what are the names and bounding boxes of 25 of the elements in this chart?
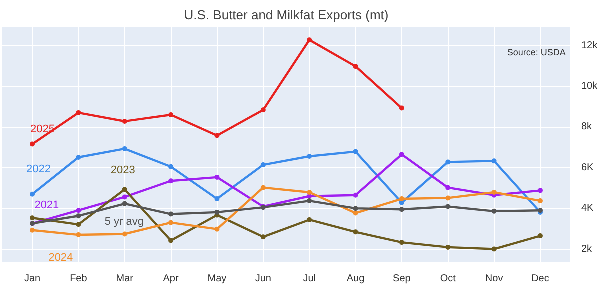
y-tick-label: 2k	[582, 244, 594, 255]
y-tick-label: 8k	[582, 122, 594, 133]
chart-title: U.S. Butter and Milkfat Exports (mt)	[184, 8, 389, 22]
series-label: 2021	[34, 200, 60, 212]
x-tick-label: Jan	[24, 274, 41, 284]
x-tick-label: Jun	[255, 274, 272, 284]
series-label: 2023	[110, 164, 136, 177]
series-label: 5 yr avg	[104, 216, 144, 228]
series-label: 2022	[26, 163, 51, 176]
x-tick-label: Jul	[303, 274, 316, 284]
y-tick-label: 4K	[582, 203, 594, 214]
x-tick-label: Nov	[485, 274, 504, 284]
y-tick-label: 6K	[582, 162, 594, 174]
x-tick-label: Aug	[346, 274, 365, 284]
y-tick-label: 12k	[582, 40, 599, 52]
x-tick-label: May	[208, 274, 227, 284]
x-tick-label: Sep	[393, 274, 412, 284]
series-label: 2024	[48, 252, 74, 264]
x-tick-label: Oct	[440, 274, 456, 284]
annotation: Source: USDA	[507, 48, 566, 58]
x-tick-label: Feb	[70, 274, 88, 284]
x-tick-label: Apr	[163, 274, 180, 284]
x-tick-label: Mar	[116, 274, 134, 284]
y-tick-label: 10k	[582, 81, 599, 92]
x-tick-label: Dec	[532, 274, 550, 284]
